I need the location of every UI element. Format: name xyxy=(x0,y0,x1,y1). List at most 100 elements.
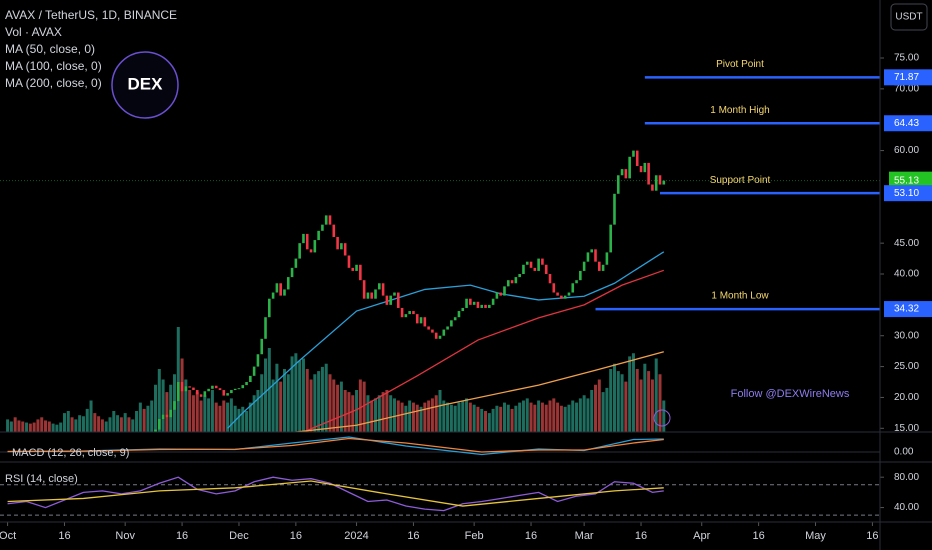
volume-bar xyxy=(567,404,571,432)
volume-bar xyxy=(184,379,188,432)
volume-bar xyxy=(176,327,180,432)
volume-bar xyxy=(248,402,252,432)
volume-bar xyxy=(533,404,537,432)
candle xyxy=(268,298,271,318)
candle xyxy=(169,409,172,418)
volume-bar xyxy=(286,374,290,432)
alert-icon[interactable] xyxy=(653,409,671,427)
candle xyxy=(442,329,446,336)
volume-bar xyxy=(548,400,552,432)
volume-bar xyxy=(446,402,450,432)
candle xyxy=(290,267,294,278)
volume-bar xyxy=(207,398,211,432)
candle xyxy=(423,317,427,327)
volume-bar xyxy=(521,400,525,432)
volume-bar xyxy=(256,390,260,432)
x-tick-label: 16 xyxy=(407,530,419,542)
candle xyxy=(563,295,567,299)
volume-bar xyxy=(226,402,230,432)
volume-bar xyxy=(419,406,423,432)
volume-bar xyxy=(658,374,662,432)
volume-bar xyxy=(339,381,343,432)
volume-bar xyxy=(275,363,279,432)
volume-bar xyxy=(142,408,146,432)
candle xyxy=(514,277,518,284)
volume-bar xyxy=(408,400,412,432)
y-tick-label: 0.00 xyxy=(894,447,914,458)
volume-bar xyxy=(404,405,408,432)
volume-bar xyxy=(351,395,355,432)
candle xyxy=(632,150,635,157)
candle xyxy=(450,320,453,327)
volume-bar xyxy=(157,369,161,432)
candle xyxy=(419,317,423,324)
candle xyxy=(533,267,537,271)
candle xyxy=(305,233,309,250)
legend-entry: MA (50, close, 0) xyxy=(5,42,95,56)
volume-bar xyxy=(449,404,453,432)
candle xyxy=(385,295,389,305)
volume-bar xyxy=(55,424,59,432)
volume-bar xyxy=(537,400,541,432)
volume-bar xyxy=(631,353,635,432)
volume-bar xyxy=(81,416,85,432)
volume-bar xyxy=(400,402,404,432)
currency-label[interactable]: USDT xyxy=(895,12,922,23)
candle xyxy=(412,311,415,315)
candle xyxy=(233,388,237,391)
volume-bar xyxy=(154,384,158,432)
candle xyxy=(279,283,282,296)
volume-bar xyxy=(324,363,328,432)
candle xyxy=(613,193,616,225)
y-tick-label: 80.00 xyxy=(894,472,919,483)
currency-button[interactable] xyxy=(890,3,928,31)
volume-bar xyxy=(36,419,40,432)
level-badge-label: 64.43 xyxy=(894,118,919,129)
level-badge xyxy=(884,69,932,86)
volume-bar xyxy=(605,387,609,432)
volume-bar xyxy=(294,353,298,432)
candle xyxy=(298,243,301,259)
candle xyxy=(461,307,465,312)
candle xyxy=(195,390,199,395)
volume-bar xyxy=(480,408,484,432)
volume-bar xyxy=(59,422,63,432)
candle xyxy=(381,283,385,296)
candle xyxy=(302,233,305,244)
volume-bar xyxy=(343,390,347,432)
legend-entry: MA (100, close, 0) xyxy=(5,59,102,73)
volume-bar xyxy=(51,423,55,432)
volume-bar xyxy=(358,379,362,432)
chart-title: AVAX / TetherUS, 1D, BINANCE xyxy=(5,8,177,22)
level-name: 1 Month Low xyxy=(711,291,769,302)
volume-bar xyxy=(237,408,241,432)
volume-bar xyxy=(85,408,89,432)
candle xyxy=(184,386,188,392)
candle xyxy=(628,156,631,179)
volume-bar xyxy=(9,421,13,432)
volume-bar xyxy=(138,402,142,432)
candle xyxy=(552,283,556,293)
volume-bar xyxy=(180,358,184,432)
candle xyxy=(643,162,647,173)
volume-bar xyxy=(146,405,150,432)
volume-bar xyxy=(271,379,275,432)
volume-bar xyxy=(347,392,351,432)
volume-bar xyxy=(518,402,522,432)
volume-bar xyxy=(411,402,415,432)
volume-bar xyxy=(442,400,446,432)
candle xyxy=(567,292,571,296)
volume-bar xyxy=(264,358,268,432)
x-tick-label: 16 xyxy=(752,530,764,542)
volume-bar xyxy=(491,408,495,432)
candle xyxy=(594,249,597,262)
volume-bar xyxy=(510,408,514,432)
volume-bar xyxy=(609,369,613,432)
level-name: Pivot Point xyxy=(716,59,764,70)
volume-bar xyxy=(62,413,66,432)
candle xyxy=(503,286,506,296)
volume-bar xyxy=(17,420,21,432)
volume-bar xyxy=(123,413,127,432)
y-tick-label: 25.00 xyxy=(894,361,919,372)
candle xyxy=(214,385,218,389)
